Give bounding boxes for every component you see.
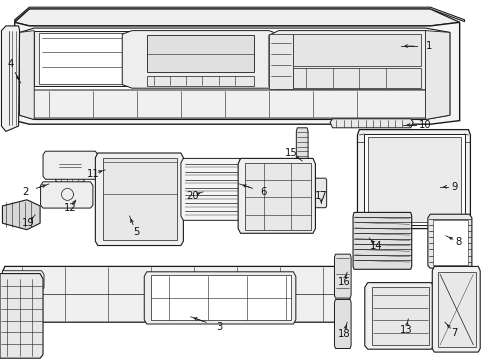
Text: 11: 11 [86, 169, 99, 179]
Text: 8: 8 [455, 237, 461, 247]
Polygon shape [20, 31, 34, 120]
Text: 16: 16 [337, 277, 349, 287]
Text: 3: 3 [216, 322, 222, 332]
Polygon shape [431, 266, 479, 352]
Polygon shape [293, 68, 420, 88]
Text: 13: 13 [399, 325, 411, 335]
Text: 5: 5 [132, 227, 139, 237]
Polygon shape [437, 272, 475, 347]
Text: 1: 1 [425, 41, 432, 51]
Text: 12: 12 [63, 203, 76, 213]
Polygon shape [20, 28, 449, 120]
Text: 18: 18 [337, 329, 349, 339]
Polygon shape [244, 163, 310, 230]
Text: 2: 2 [22, 187, 29, 197]
Polygon shape [15, 9, 459, 26]
Polygon shape [1, 26, 20, 131]
Polygon shape [181, 158, 242, 220]
Polygon shape [0, 274, 43, 358]
Polygon shape [43, 151, 98, 179]
Text: 7: 7 [450, 328, 457, 338]
Polygon shape [2, 266, 349, 322]
Polygon shape [56, 164, 84, 183]
Polygon shape [334, 300, 350, 348]
Polygon shape [312, 178, 326, 208]
Polygon shape [357, 130, 469, 229]
Polygon shape [95, 153, 183, 246]
Polygon shape [425, 31, 449, 120]
Polygon shape [39, 33, 127, 84]
Polygon shape [268, 31, 439, 90]
Polygon shape [367, 137, 460, 222]
Polygon shape [146, 35, 254, 72]
Polygon shape [238, 158, 315, 233]
Polygon shape [34, 31, 132, 86]
Polygon shape [427, 214, 471, 268]
Polygon shape [329, 119, 412, 128]
Text: 4: 4 [8, 59, 14, 69]
Polygon shape [15, 7, 464, 22]
Text: 10: 10 [418, 120, 431, 130]
Text: 6: 6 [259, 187, 266, 197]
Text: 20: 20 [185, 191, 198, 201]
Polygon shape [296, 128, 307, 180]
Polygon shape [41, 182, 93, 208]
Polygon shape [122, 31, 278, 88]
Polygon shape [364, 283, 433, 349]
Polygon shape [144, 272, 295, 324]
Polygon shape [2, 200, 40, 230]
Text: 15: 15 [285, 148, 297, 158]
Polygon shape [293, 34, 420, 66]
Polygon shape [432, 220, 467, 265]
Polygon shape [102, 158, 177, 240]
Polygon shape [371, 287, 428, 345]
Polygon shape [2, 271, 44, 322]
Polygon shape [352, 212, 411, 269]
Polygon shape [2, 272, 29, 322]
Polygon shape [146, 76, 254, 86]
Polygon shape [268, 34, 293, 89]
Polygon shape [150, 275, 290, 320]
Polygon shape [15, 22, 459, 124]
Polygon shape [334, 254, 350, 298]
Text: 17: 17 [314, 191, 327, 201]
Text: 19: 19 [21, 218, 34, 228]
Polygon shape [364, 134, 464, 225]
Text: 14: 14 [369, 241, 382, 251]
Polygon shape [20, 90, 439, 118]
Text: 9: 9 [450, 182, 457, 192]
